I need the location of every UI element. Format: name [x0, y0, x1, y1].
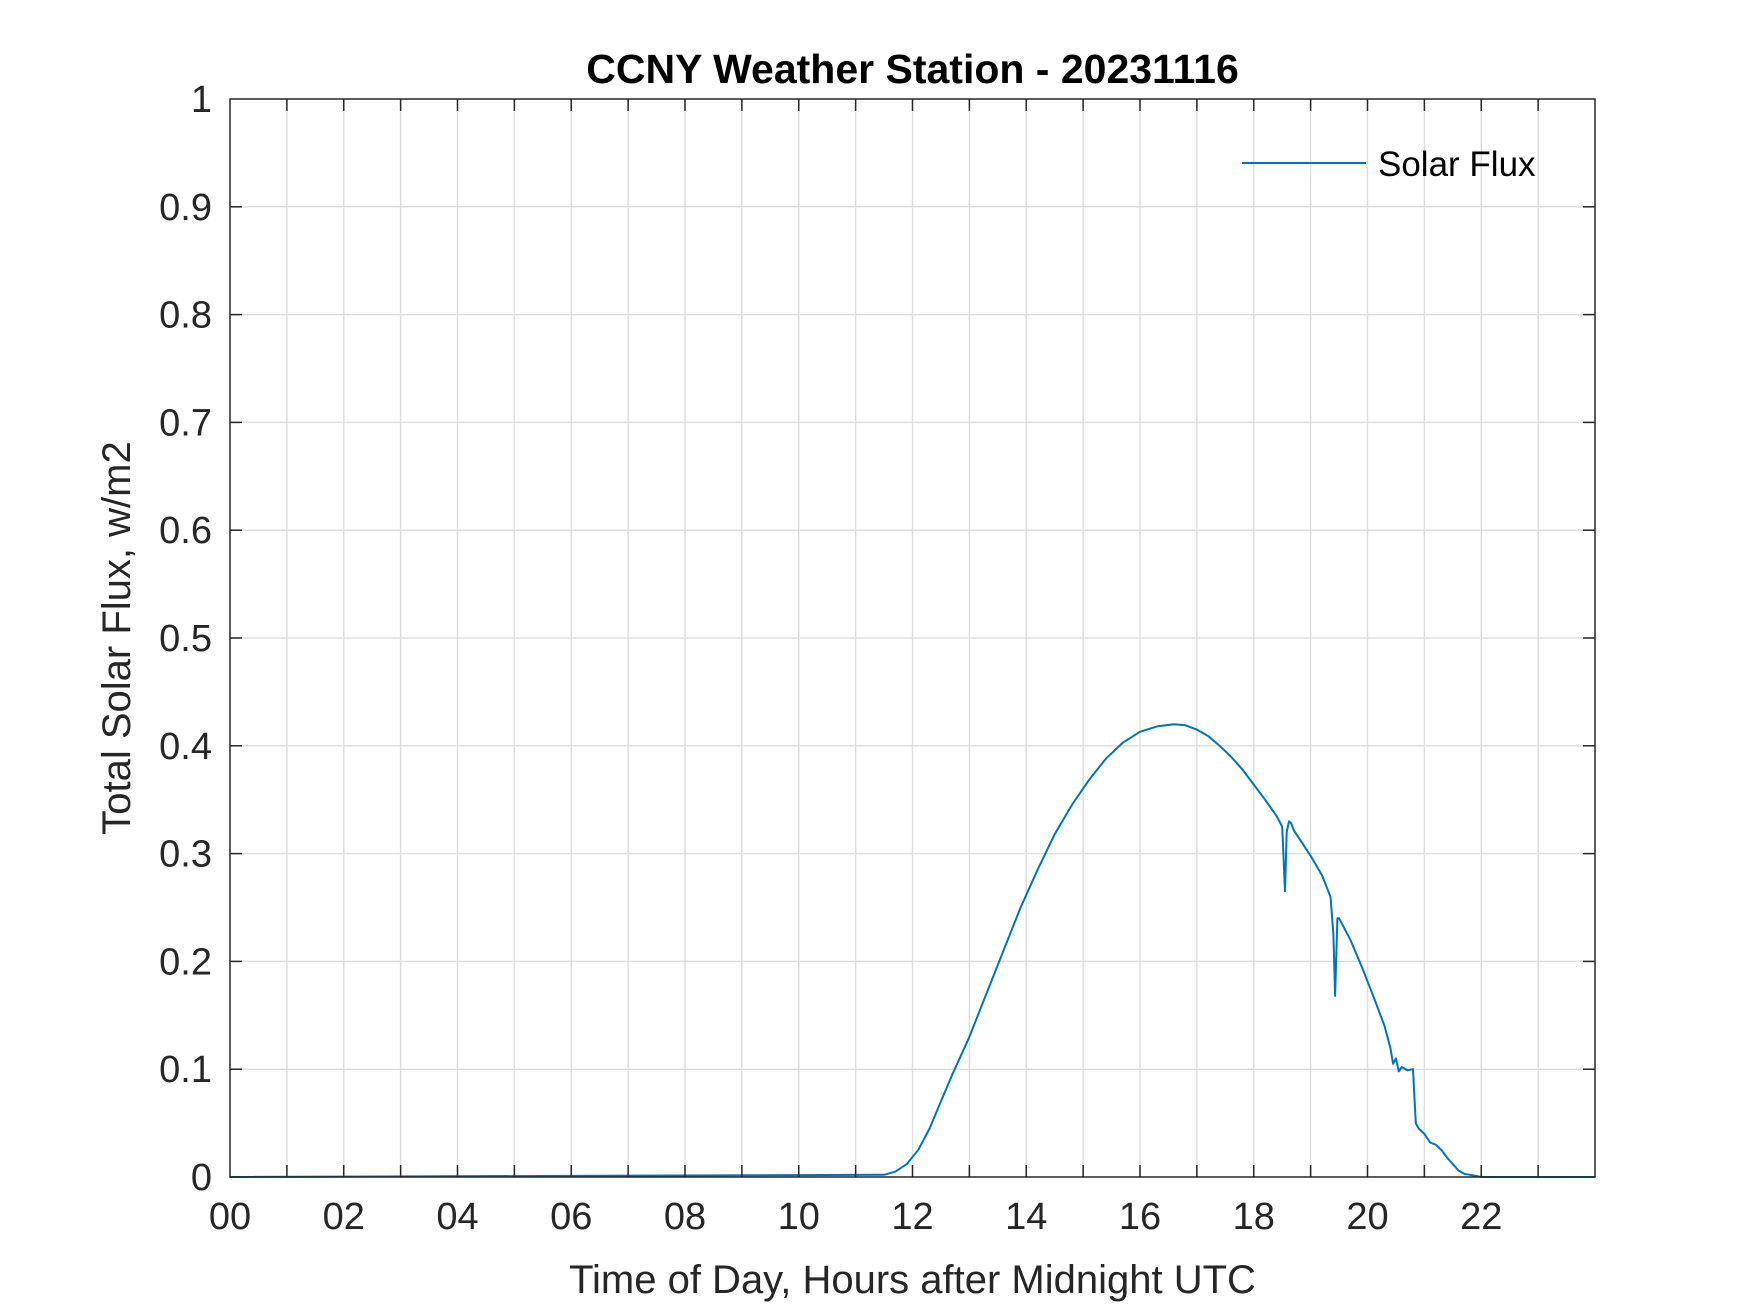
- series-layer: [229, 723, 1595, 1178]
- y-tick-label: 0.6: [159, 510, 212, 552]
- x-tick-label: 02: [323, 1196, 365, 1238]
- grid: [230, 99, 1595, 1177]
- tick-marks: [230, 99, 1595, 1177]
- legend-label-solar-flux: Solar Flux: [1378, 145, 1536, 184]
- series-line-solar-flux: [229, 723, 1595, 1178]
- x-tick-label: 12: [891, 1196, 933, 1238]
- y-tick-label: 0.4: [159, 726, 212, 768]
- chart-title: CCNY Weather Station - 20231116: [586, 46, 1239, 92]
- x-tick-label: 08: [664, 1196, 706, 1238]
- y-tick-label: 0.2: [159, 941, 212, 983]
- x-tick-label: 10: [778, 1196, 820, 1238]
- x-tick-label: 14: [1005, 1196, 1047, 1238]
- x-tick-label: 04: [436, 1196, 478, 1238]
- x-tick-label: 20: [1346, 1196, 1388, 1238]
- y-tick-labels: 0 0.1 0.2 0.3 0.4 0.5 0.6 0.7 0.8 0.9 1: [159, 79, 212, 1199]
- y-tick-label: 0.9: [159, 187, 212, 229]
- y-tick-label: 0.5: [159, 618, 212, 660]
- x-tick-label: 18: [1233, 1196, 1275, 1238]
- y-tick-label: 0.8: [159, 295, 212, 337]
- y-tick-label: 0: [191, 1157, 212, 1199]
- y-tick-label: 0.7: [159, 402, 212, 444]
- y-tick-label: 0.3: [159, 834, 212, 876]
- y-tick-label: 1: [191, 79, 212, 121]
- x-axis-label: Time of Day, Hours after Midnight UTC: [569, 1258, 1256, 1302]
- y-tick-label: 0.1: [159, 1049, 212, 1091]
- x-tick-label: 06: [550, 1196, 592, 1238]
- x-tick-label: 00: [209, 1196, 251, 1238]
- x-tick-labels: 00 02 04 06 08 10 12 14 16 18 20 22: [209, 1196, 1503, 1238]
- legend: Solar Flux: [1242, 145, 1536, 184]
- y-axis-label: Total Solar Flux, w/m2: [95, 441, 139, 834]
- x-tick-label: 22: [1460, 1196, 1502, 1238]
- x-tick-label: 16: [1119, 1196, 1161, 1238]
